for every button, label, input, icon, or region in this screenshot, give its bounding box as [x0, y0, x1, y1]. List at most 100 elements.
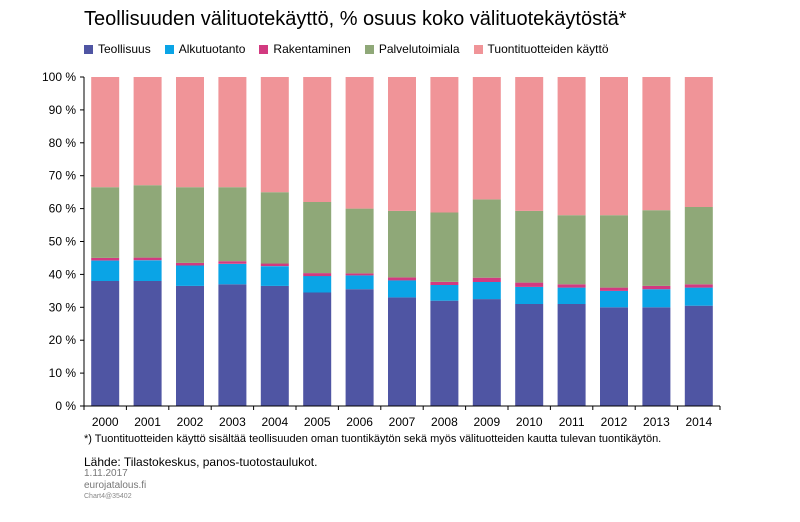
stacked-bar-chart: 0 % 10 % 20 % 30 % 40 % 50 % 60 % 70 % 80 % 90 % 1…	[42, 70, 721, 429]
x-tick-label: 2001	[134, 415, 161, 429]
bar-segment	[260, 77, 289, 193]
bar-segment	[600, 287, 628, 291]
x-tick-label: 2003	[219, 415, 246, 429]
x-tick-label: 2009	[473, 415, 500, 429]
bar-segment	[600, 290, 628, 308]
bar-segment	[133, 185, 162, 258]
bar-segment	[176, 77, 204, 188]
bar-segment	[345, 273, 374, 276]
bar-segment	[642, 307, 671, 406]
bar-segment	[218, 261, 247, 264]
bar-segment	[600, 215, 628, 288]
legend-swatch	[364, 44, 374, 54]
bar-segment	[642, 289, 671, 308]
y-tick-label: 10 %	[49, 366, 77, 380]
bar-segment	[345, 208, 374, 274]
bar-segment	[303, 202, 332, 274]
bar-segment	[515, 304, 544, 406]
bar-segment	[133, 257, 162, 261]
legend-label: Palvelutoimiala	[378, 42, 460, 56]
bar-segment	[684, 287, 713, 306]
bar-segment	[260, 266, 289, 286]
x-tick-label: 2010	[516, 415, 543, 429]
bar-segment	[345, 289, 374, 406]
legend-label: Tuontituotteiden käyttö	[487, 42, 609, 56]
legend-item: Rakentaminen	[259, 42, 351, 56]
bar-segment	[388, 210, 416, 278]
bar-segment	[557, 287, 586, 304]
bar-segment	[684, 207, 713, 285]
legend-swatch	[259, 44, 269, 54]
bar-segment	[600, 307, 628, 406]
legend-item: Alkutuotanto	[164, 42, 246, 56]
bar-segment	[642, 285, 671, 290]
publish-date: 1.11.2017	[84, 468, 128, 479]
x-tick-label: 2005	[304, 415, 331, 429]
bar-segment	[176, 187, 204, 263]
y-tick-label: 100 %	[42, 70, 76, 84]
x-tick-label: 2002	[177, 415, 204, 429]
y-tick-label: 40 %	[49, 267, 77, 281]
bar-segment	[303, 276, 332, 293]
bar-segment	[388, 77, 416, 211]
bar-segment	[91, 281, 120, 406]
bar-segment	[218, 187, 247, 262]
x-tick-label: 2006	[346, 415, 373, 429]
bar-segment	[515, 286, 544, 304]
legend-swatch	[473, 44, 483, 54]
bar-segment	[557, 215, 586, 285]
chart-id: Chart4@35402	[84, 493, 132, 500]
bar-segment	[388, 277, 416, 281]
y-tick-label: 30 %	[49, 300, 77, 314]
legend-item: Teollisuus	[84, 42, 151, 56]
bar-segment	[303, 77, 332, 202]
bar-segment	[176, 265, 204, 286]
bar-segment	[557, 304, 586, 406]
bar-segment	[91, 187, 120, 258]
bar-segment	[260, 263, 289, 267]
x-tick-label: 2008	[431, 415, 458, 429]
y-tick-label: 80 %	[49, 136, 77, 150]
legend-label: Teollisuus	[98, 42, 151, 56]
bar-segment	[472, 299, 501, 406]
x-tick-label: 2012	[601, 415, 628, 429]
x-tick-label: 2013	[643, 415, 670, 429]
x-tick-label: 2007	[389, 415, 416, 429]
bar-segment	[133, 281, 162, 406]
y-tick-label: 50 %	[49, 235, 77, 249]
y-tick-label: 20 %	[49, 333, 77, 347]
bar-segment	[133, 77, 162, 186]
bar-segment	[260, 285, 289, 406]
bar-segment	[91, 77, 120, 188]
bar-segment	[472, 199, 501, 278]
legend: Teollisuus Alkutuotanto Rakentaminen Palvel…	[84, 42, 609, 56]
bar-segment	[260, 192, 289, 264]
bar-segment	[176, 285, 204, 406]
bar-segment	[557, 77, 586, 216]
legend-item: Tuontituotteiden käyttö	[473, 42, 609, 56]
footnote: *) Tuontituotteiden käyttö sisältää teol…	[84, 433, 662, 445]
bar-segment	[345, 77, 374, 209]
bar-segment	[472, 77, 501, 200]
y-tick-label: 70 %	[49, 169, 77, 183]
x-tick-label: 2014	[685, 415, 712, 429]
bar-segment	[218, 263, 247, 285]
chart-title: Teollisuuden välituotekäyttö, % osuus ko…	[84, 8, 627, 30]
x-tick-label: 2000	[92, 415, 119, 429]
bar-segment	[388, 297, 416, 406]
bar-segment	[430, 212, 459, 282]
bar-segment	[430, 300, 459, 406]
bar-segment	[91, 257, 120, 261]
source-note: Lähde: Tilastokeskus, panos-tuotostauluk…	[84, 455, 318, 469]
legend-label: Alkutuotanto	[178, 42, 246, 56]
bar-segment	[133, 260, 162, 281]
bar-segment	[557, 284, 586, 288]
bar-segment	[345, 275, 374, 290]
bar-segment	[388, 280, 416, 298]
bar-segment	[303, 273, 332, 277]
bar-segment	[684, 305, 713, 406]
bar-segment	[684, 77, 713, 207]
bar-segment	[91, 260, 120, 281]
bar-segment	[472, 277, 501, 282]
bar-segment	[515, 77, 544, 211]
